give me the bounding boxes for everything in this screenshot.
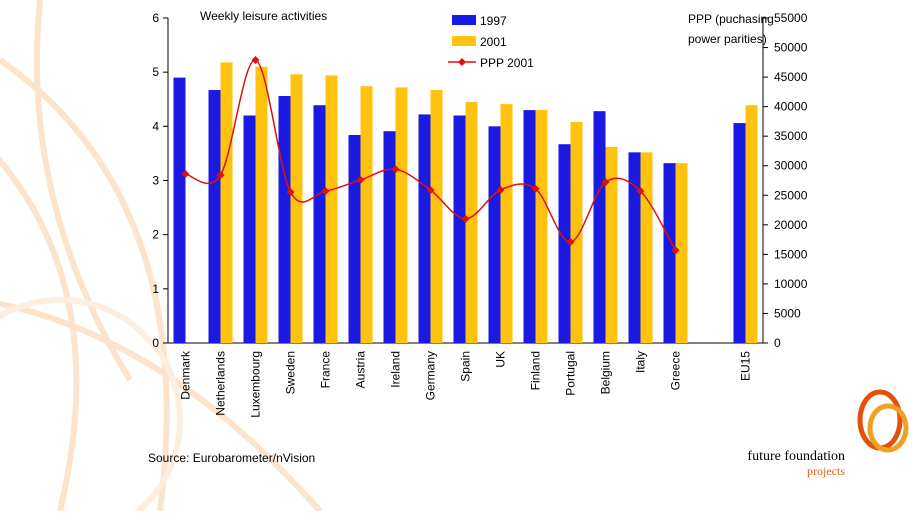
logo-icon (860, 392, 900, 448)
y-tick-label: 3 (152, 174, 159, 188)
bar (384, 131, 396, 343)
logo: future foundation projects (747, 392, 906, 478)
bar (571, 122, 583, 343)
x-tick-label: Greece (669, 351, 683, 391)
x-tick-label: Luxembourg (249, 351, 263, 418)
bar (256, 67, 268, 343)
x-tick-label: Belgium (599, 351, 613, 394)
y2-tick-label: 50000 (774, 41, 808, 55)
bar (676, 163, 688, 343)
bar (746, 105, 758, 343)
x-tick-label: Portugal (564, 351, 578, 396)
x-tick-label: Spain (459, 351, 473, 382)
x-tick-label: EU15 (739, 351, 753, 381)
bar (244, 116, 256, 344)
x-tick-label: Netherlands (214, 351, 228, 416)
logo-text: projects (807, 464, 845, 478)
background-decoration (0, 0, 320, 511)
y2-tick-label: 25000 (774, 188, 808, 202)
legend-label: 1997 (480, 14, 507, 28)
bar (466, 102, 478, 343)
y2-axis-label: power parities) (688, 32, 767, 46)
bar (431, 90, 443, 343)
y2-tick-label: 5000 (774, 306, 801, 320)
bar (641, 152, 653, 343)
x-tick-label: France (319, 351, 333, 389)
bar (524, 110, 536, 343)
x-tick-label: Finland (529, 351, 543, 390)
bar (174, 78, 186, 343)
y2-tick-label: 55000 (774, 11, 808, 25)
y2-tick-label: 0 (774, 336, 781, 350)
bar (314, 105, 326, 343)
bar (209, 90, 221, 343)
bar (396, 87, 408, 343)
y2-tick-label: 45000 (774, 70, 808, 84)
y2-axis-label: PPP (puchasing (688, 12, 774, 26)
legend-label: PPP 2001 (480, 56, 534, 70)
y-tick-label: 6 (152, 11, 159, 25)
logo-text: future foundation (747, 449, 845, 464)
bar (349, 135, 361, 343)
y2-tick-label: 20000 (774, 218, 808, 232)
bar (279, 96, 291, 343)
x-tick-label: UK (494, 351, 508, 368)
bar (734, 123, 746, 343)
y2-tick-label: 40000 (774, 100, 808, 114)
bar (536, 110, 548, 343)
bar (454, 116, 466, 344)
bar (419, 114, 431, 343)
x-tick-label: Italy (634, 351, 648, 373)
slide: Weekly leisure activities PPP (puchasing… (0, 0, 912, 511)
y-tick-label: 5 (152, 65, 159, 79)
chart-title: Weekly leisure activities (200, 9, 327, 23)
y-tick-label: 2 (152, 228, 159, 242)
legend-swatch (452, 36, 476, 46)
x-tick-label: Sweden (284, 351, 298, 394)
bar (629, 152, 641, 343)
bar (606, 147, 618, 343)
x-tick-label: Germany (424, 351, 438, 400)
bar (326, 75, 338, 343)
y-tick-label: 0 (152, 336, 159, 350)
y-tick-label: 1 (152, 282, 159, 296)
legend-swatch (452, 15, 476, 25)
bar (664, 163, 676, 343)
bar (594, 111, 606, 343)
bar (501, 104, 513, 343)
source-note: Source: Eurobarometer/nVision (148, 451, 315, 465)
y2-tick-label: 35000 (774, 129, 808, 143)
x-tick-label: Austria (354, 351, 368, 389)
x-tick-label: Denmark (179, 350, 193, 400)
bar (489, 126, 501, 343)
legend-label: 2001 (480, 35, 507, 49)
bar (221, 62, 233, 343)
bar (361, 86, 373, 343)
bar (291, 74, 303, 343)
y-tick-label: 4 (152, 119, 159, 133)
y2-tick-label: 30000 (774, 159, 808, 173)
x-tick-label: Ireland (389, 351, 403, 388)
y2-tick-label: 10000 (774, 277, 808, 291)
y2-tick-label: 15000 (774, 247, 808, 261)
legend-swatch (458, 58, 466, 66)
